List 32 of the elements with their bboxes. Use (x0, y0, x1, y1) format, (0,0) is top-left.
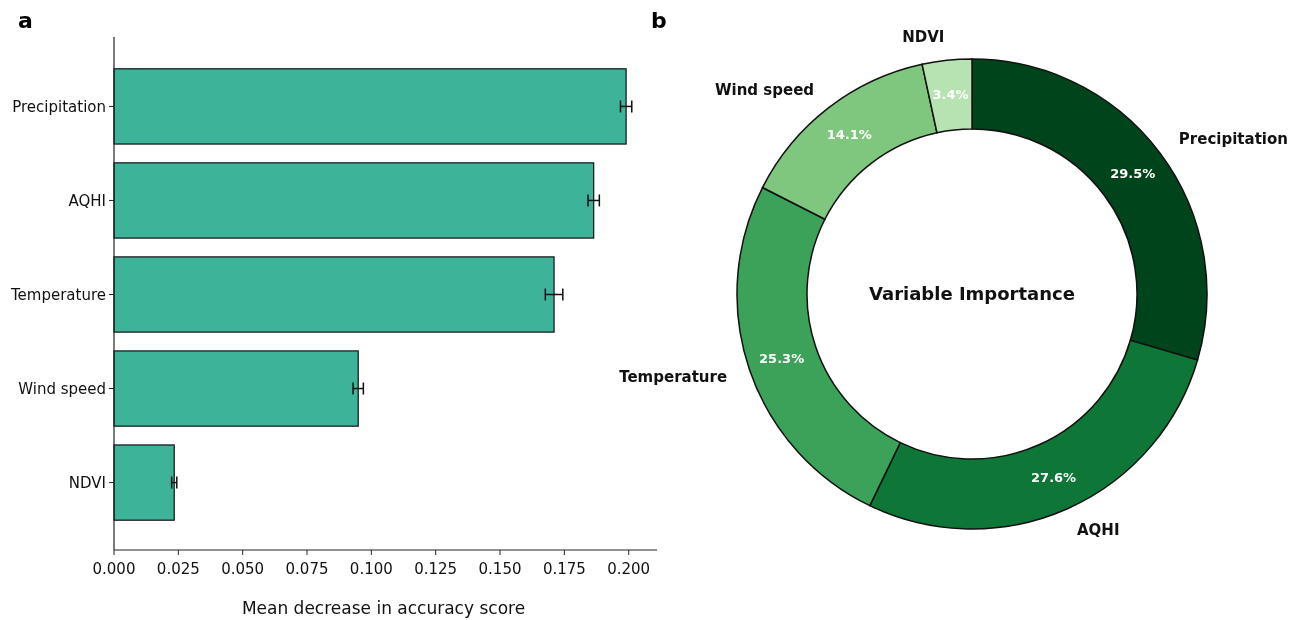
text: a (18, 8, 33, 33)
data-label: 3.4% (932, 86, 969, 102)
slice-label: Temperature (619, 367, 728, 386)
x-tick-label: 0.025 (156, 560, 200, 578)
data-label: 29.5% (1110, 166, 1156, 182)
y-tick-label: Precipitation (12, 97, 106, 116)
x-tick-label: 0.050 (221, 560, 265, 578)
slice-label: Precipitation (1178, 130, 1288, 149)
x-tick-label: 0.200 (607, 560, 651, 578)
x-tick-label: 0.175 (542, 560, 586, 578)
slice-label: Wind speed (714, 80, 815, 99)
x-tick-label: 0.125 (414, 560, 458, 578)
x-tick-label: 0.075 (285, 560, 329, 578)
x-tick-label: 0.150 (478, 560, 522, 578)
y-tick-label: Wind speed (18, 379, 106, 398)
slice-label: NDVI (902, 28, 945, 47)
bar (113, 162, 595, 239)
x-tick-label: 0.000 (92, 560, 136, 578)
data-label: 27.6% (1031, 470, 1077, 486)
y-tick-label: AQHI (68, 191, 106, 210)
bar (113, 350, 359, 427)
text: Variable Importance (869, 283, 1075, 305)
x-tick-label: 0.100 (349, 560, 393, 578)
y-tick-label: NDVI (68, 473, 106, 492)
bar (113, 444, 175, 521)
y-tick-label: Temperature (9, 285, 106, 304)
text: b (651, 8, 667, 33)
x-axis-title: Mean decrease in accuracy score (241, 598, 526, 618)
data-label: 25.3% (759, 350, 805, 366)
bar (113, 68, 627, 145)
data-label: 14.1% (826, 127, 872, 143)
slice-label: AQHI (1076, 521, 1120, 540)
